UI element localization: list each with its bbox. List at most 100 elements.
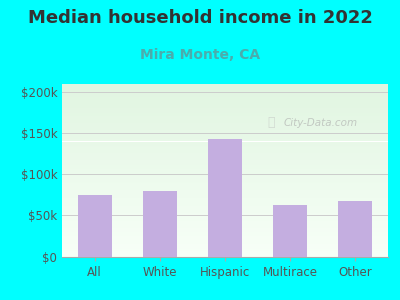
Bar: [62, 244, 388, 245]
Bar: [62, 215, 388, 216]
Bar: [62, 126, 388, 127]
Bar: [62, 229, 388, 231]
Bar: [62, 98, 388, 100]
Bar: [62, 137, 388, 139]
Bar: [62, 136, 388, 137]
Bar: [62, 183, 388, 184]
Bar: [62, 200, 388, 202]
Bar: [62, 233, 388, 235]
Bar: [62, 193, 388, 195]
Bar: [62, 205, 388, 206]
Bar: [62, 170, 388, 172]
Bar: [78, 195, 112, 256]
Bar: [62, 162, 388, 163]
Text: Median household income in 2022: Median household income in 2022: [28, 9, 372, 27]
Bar: [62, 224, 388, 225]
Bar: [62, 131, 388, 133]
Bar: [62, 95, 388, 97]
Bar: [62, 188, 388, 189]
Bar: [62, 103, 388, 104]
Bar: [62, 219, 388, 220]
Bar: [62, 209, 388, 211]
Bar: [62, 107, 388, 108]
Text: City-Data.com: City-Data.com: [284, 118, 358, 128]
Text: Mira Monte, CA: Mira Monte, CA: [140, 48, 260, 62]
Bar: [62, 255, 388, 256]
Bar: [62, 180, 388, 182]
Bar: [62, 153, 388, 154]
Bar: [62, 189, 388, 190]
Bar: [273, 205, 307, 256]
Bar: [62, 147, 388, 149]
Bar: [62, 186, 388, 188]
Bar: [62, 222, 388, 224]
Bar: [62, 202, 388, 203]
Bar: [62, 154, 388, 156]
Bar: [62, 116, 388, 117]
Bar: [62, 130, 388, 131]
Bar: [62, 251, 388, 252]
Bar: [62, 104, 388, 106]
Bar: [62, 173, 388, 175]
Bar: [62, 122, 388, 123]
Bar: [62, 248, 388, 249]
Bar: [62, 117, 388, 118]
Bar: [62, 249, 388, 251]
Bar: [62, 160, 388, 162]
Bar: [62, 113, 388, 114]
Bar: [62, 246, 388, 248]
Bar: [62, 166, 388, 167]
Bar: [62, 97, 388, 98]
Bar: [62, 238, 388, 239]
Bar: [62, 118, 388, 120]
Bar: [62, 100, 388, 101]
Bar: [62, 196, 388, 198]
Bar: [338, 202, 372, 256]
Bar: [62, 225, 388, 226]
Bar: [62, 239, 388, 241]
Bar: [62, 163, 388, 164]
Bar: [62, 220, 388, 222]
Bar: [62, 101, 388, 103]
Bar: [62, 140, 388, 142]
Bar: [62, 134, 388, 136]
Bar: [62, 120, 388, 122]
Bar: [62, 84, 388, 86]
Bar: [62, 139, 388, 140]
Bar: [62, 199, 388, 200]
Bar: [62, 149, 388, 150]
Bar: [62, 129, 388, 130]
Bar: [62, 241, 388, 242]
Bar: [62, 90, 388, 91]
Bar: [62, 111, 388, 113]
Bar: [62, 87, 388, 88]
Bar: [62, 114, 388, 116]
Bar: [62, 123, 388, 124]
Bar: [62, 242, 388, 244]
Bar: [62, 179, 388, 180]
Bar: [62, 106, 388, 107]
Bar: [62, 252, 388, 253]
Bar: [62, 182, 388, 183]
Bar: [62, 152, 388, 153]
Bar: [62, 94, 388, 95]
Bar: [62, 206, 388, 208]
Bar: [62, 213, 388, 215]
Bar: [62, 177, 388, 179]
Bar: [62, 156, 388, 157]
Bar: [62, 212, 388, 213]
Bar: [62, 88, 388, 90]
Bar: [62, 184, 388, 186]
Bar: [62, 133, 388, 134]
Bar: [62, 169, 388, 170]
Bar: [62, 190, 388, 192]
Bar: [62, 218, 388, 219]
Bar: [62, 198, 388, 199]
Bar: [62, 176, 388, 177]
Bar: [62, 236, 388, 238]
Bar: [62, 146, 388, 147]
Bar: [62, 216, 388, 218]
Bar: [62, 167, 388, 169]
Bar: [62, 235, 388, 236]
Bar: [62, 144, 388, 146]
